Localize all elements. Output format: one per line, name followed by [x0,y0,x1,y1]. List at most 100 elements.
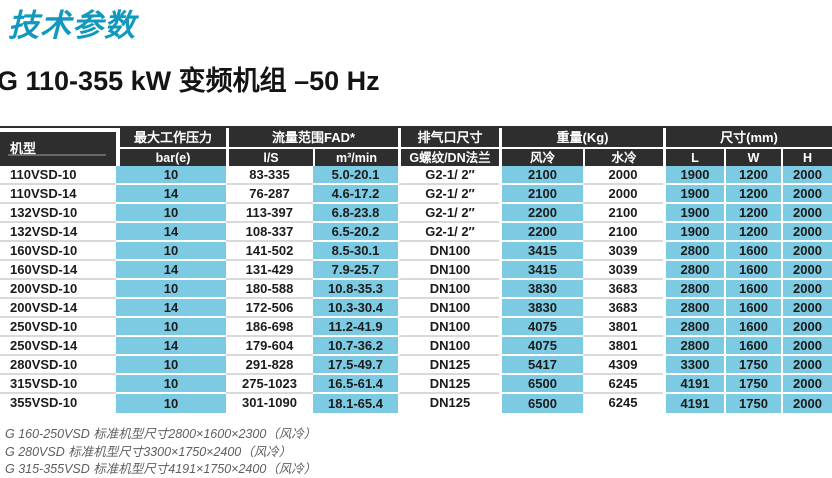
cell-flow-m3min: 6.5-20.2 [313,223,398,242]
cell-dim-l: 2800 [663,318,724,337]
cell-flow-m3min: 10.8-35.3 [313,280,398,299]
cell-dim-h: 2000 [781,223,832,242]
spec-table: 机型 最大工作压力 流量范围FAD* 排气口尺寸 重量(Kg) 尺寸(mm) b… [0,126,832,413]
cell-model: 132VSD-10 [0,204,116,223]
cell-dim-l: 4191 [663,394,724,413]
subheader-thread-flange: G螺纹/DN法兰 [398,149,499,166]
cell-model: 110VSD-10 [0,166,116,185]
brochure-page: 技术参数 G 110-355 kW 变频机组 –50 Hz 机型 最大工作压力 … [0,6,832,478]
cell-flow-m3min: 4.6-17.2 [313,185,398,204]
subheader-water-cooled: 水冷 [583,149,663,166]
cell-outlet: DN100 [398,280,499,299]
header-group-dimensions: 尺寸(mm) [663,128,832,149]
table-row: 200VSD-10 10 180-588 10.8-35.3 DN100 3830 3683… [0,280,832,299]
cell-flow-ls: 113-397 [226,204,313,223]
cell-weight-air: 2100 [499,166,583,185]
cell-flow-m3min: 18.1-65.4 [313,394,398,413]
cell-pressure: 14 [116,299,226,318]
cell-pressure: 10 [116,356,226,375]
cell-flow-m3min: 11.2-41.9 [313,318,398,337]
cell-dim-w: 1600 [724,337,781,356]
cell-dim-h: 2000 [781,299,832,318]
cell-weight-air: 6500 [499,375,583,394]
table-row: 132VSD-14 14 108-337 6.5-20.2 G2-1/ 2″ 2200 21… [0,223,832,242]
cell-dim-h: 2000 [781,280,832,299]
table-row: 250VSD-14 14 179-604 10.7-36.2 DN100 4075 3801… [0,337,832,356]
cell-dim-h: 2000 [781,261,832,280]
cell-outlet: DN125 [398,356,499,375]
cell-outlet: DN100 [398,337,499,356]
footnote-2: G 280VSD 标准机型尺寸3300×1750×2400（风冷） [5,444,292,459]
cell-flow-ls: 76-287 [226,185,313,204]
cell-dim-h: 2000 [781,166,832,185]
cell-flow-m3min: 16.5-61.4 [313,375,398,394]
cell-outlet: DN100 [398,299,499,318]
cell-dim-l: 2800 [663,337,724,356]
cell-dim-l: 1900 [663,185,724,204]
header-model: 机型 [0,132,116,166]
cell-pressure: 14 [116,223,226,242]
cell-weight-water: 2100 [583,223,663,242]
cell-weight-water: 3039 [583,261,663,280]
cell-dim-h: 2000 [781,318,832,337]
cell-weight-water: 2100 [583,204,663,223]
cell-dim-w: 1200 [724,185,781,204]
cell-flow-ls: 131-429 [226,261,313,280]
cell-flow-ls: 179-604 [226,337,313,356]
cell-model: 110VSD-14 [0,185,116,204]
cell-flow-ls: 172-506 [226,299,313,318]
subheader-ls: l/S [226,149,313,166]
cell-dim-w: 1750 [724,394,781,413]
cell-model: 280VSD-10 [0,356,116,375]
cell-model: 160VSD-10 [0,242,116,261]
cell-weight-air: 4075 [499,337,583,356]
cell-dim-w: 1600 [724,242,781,261]
cell-dim-l: 2800 [663,299,724,318]
cell-dim-h: 2000 [781,375,832,394]
cell-dim-w: 1200 [724,223,781,242]
cell-flow-m3min: 5.0-20.1 [313,166,398,185]
cell-weight-water: 6245 [583,394,663,413]
cell-weight-air: 2200 [499,204,583,223]
cell-pressure: 14 [116,337,226,356]
header-group-flow-range: 流量范围FAD* [226,128,398,149]
table-row: 160VSD-10 10 141-502 8.5-30.1 DN100 3415 3039 2… [0,242,832,261]
page-title: 技术参数 [8,8,136,43]
footnote-3: G 315-355VSD 标准机型尺寸4191×1750×2400（风冷） [5,462,317,476]
cell-dim-h: 2000 [781,337,832,356]
cell-pressure: 10 [116,166,226,185]
cell-flow-ls: 275-1023 [226,375,313,394]
header-group-outlet-size: 排气口尺寸 [398,128,499,149]
table-row: 200VSD-14 14 172-506 10.3-30.4 DN100 3830 3683… [0,299,832,318]
subheader-m3min: m³/min [313,149,398,166]
cell-weight-air: 3415 [499,261,583,280]
cell-flow-m3min: 8.5-30.1 [313,242,398,261]
cell-weight-water: 3683 [583,299,663,318]
cell-dim-w: 1600 [724,280,781,299]
table-body: 110VSD-10 10 83-335 5.0-20.1 G2-1/ 2″ 2100 200… [0,166,832,413]
cell-weight-water: 3039 [583,242,663,261]
cell-dim-w: 1200 [724,166,781,185]
cell-flow-m3min: 6.8-23.8 [313,204,398,223]
cell-dim-h: 2000 [781,185,832,204]
table-row: 280VSD-10 10 291-828 17.5-49.7 DN125 5417 4309… [0,356,832,375]
cell-dim-w: 1750 [724,375,781,394]
cell-dim-l: 2800 [663,242,724,261]
table-row: 315VSD-10 10 275-1023 16.5-61.4 DN125 6500 624… [0,375,832,394]
cell-flow-m3min: 17.5-49.7 [313,356,398,375]
cell-weight-air: 6500 [499,394,583,413]
cell-outlet: DN100 [398,318,499,337]
cell-flow-ls: 301-1090 [226,394,313,413]
cell-weight-air: 2100 [499,185,583,204]
cell-flow-m3min: 7.9-25.7 [313,261,398,280]
cell-flow-ls: 141-502 [226,242,313,261]
cell-dim-w: 1600 [724,299,781,318]
cell-pressure: 10 [116,318,226,337]
cell-weight-air: 2200 [499,223,583,242]
cell-weight-water: 6245 [583,375,663,394]
cell-dim-l: 1900 [663,204,724,223]
cell-flow-ls: 186-698 [226,318,313,337]
table-row: 110VSD-14 14 76-287 4.6-17.2 G2-1/ 2″ 2100 200… [0,185,832,204]
cell-dim-l: 3300 [663,356,724,375]
cell-model: 355VSD-10 [0,394,116,413]
